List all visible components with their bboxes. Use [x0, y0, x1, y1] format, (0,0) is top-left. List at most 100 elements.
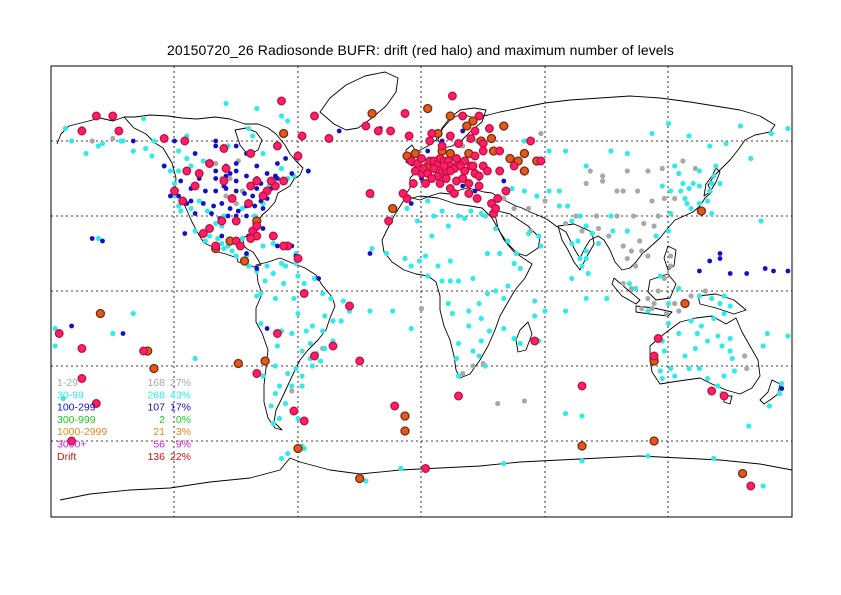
station-3000-drift — [408, 179, 418, 188]
station-30-99 — [303, 328, 309, 334]
station-30-99 — [311, 275, 318, 282]
station-3000-drift — [410, 166, 420, 176]
station-1-29 — [645, 168, 651, 174]
legend-range-label: 100-299 — [57, 402, 96, 414]
station-30-99 — [470, 275, 476, 282]
station-100-299 — [779, 386, 785, 391]
station-1-29 — [213, 160, 219, 167]
station-30-99 — [497, 250, 503, 257]
station-1-29 — [641, 220, 647, 227]
station-1-29 — [511, 205, 517, 212]
station-100-299 — [223, 186, 229, 191]
coastline-sumatra — [611, 277, 641, 305]
station-3000-drift — [435, 179, 445, 188]
station-30-99 — [575, 238, 581, 244]
station-30-99 — [676, 330, 682, 337]
station-30-99 — [476, 300, 482, 307]
station-30-99 — [696, 168, 703, 174]
station-1-29 — [525, 205, 532, 212]
station-30-99 — [556, 203, 563, 209]
station-30-99 — [204, 208, 210, 214]
station-30-99 — [511, 260, 517, 267]
coastline-arabia — [493, 209, 541, 257]
station-30-99 — [254, 293, 260, 299]
station-30-99 — [678, 188, 684, 194]
station-30-99 — [293, 365, 299, 372]
station-100-299 — [244, 213, 249, 219]
station-1000-2999-drift — [233, 358, 243, 369]
station-30-99 — [556, 188, 563, 194]
coastline-south-america — [255, 257, 336, 431]
station-30-99 — [577, 255, 583, 262]
station-30-99 — [680, 180, 686, 187]
station-1000-2999-drift — [355, 473, 365, 484]
station-30-99 — [501, 295, 507, 302]
station-3000-drift — [217, 216, 227, 226]
station-30-99 — [696, 200, 703, 207]
station-30-99 — [661, 348, 668, 354]
station-3000-drift — [454, 139, 463, 148]
station-1000-2999-drift — [519, 148, 530, 159]
station-3000-drift — [445, 166, 455, 176]
station-1-29 — [593, 213, 600, 219]
station-30-99 — [709, 210, 715, 217]
station-30-99 — [320, 328, 326, 334]
station-30-99 — [322, 345, 328, 352]
station-30-99 — [285, 118, 291, 124]
station-3000-drift — [427, 129, 437, 138]
legend-percent: 43% — [170, 389, 191, 401]
station-30-99 — [532, 313, 538, 319]
station-1-29 — [501, 195, 507, 202]
station-30-99 — [369, 245, 375, 252]
station-100-299 — [213, 168, 219, 174]
legend-range-label: 300-999 — [57, 414, 96, 426]
station-100-299 — [233, 188, 239, 194]
station-3000-drift — [719, 391, 729, 401]
station-30-99 — [509, 185, 515, 192]
station-30-99 — [149, 153, 155, 159]
station-30-99 — [130, 148, 136, 154]
station-30-99 — [468, 208, 474, 214]
legend-range-label: Drift — [57, 451, 76, 463]
station-30-99 — [476, 353, 482, 359]
station-30-99 — [478, 210, 484, 217]
station-30-99 — [299, 383, 305, 389]
station-30-99 — [764, 330, 770, 337]
station-30-99 — [657, 368, 663, 374]
station-30-99 — [295, 310, 301, 317]
station-layer — [52, 91, 791, 491]
station-100-299 — [69, 323, 74, 329]
station-3000-drift — [266, 176, 276, 186]
station-3000-drift — [219, 144, 229, 153]
station-30-99 — [291, 295, 297, 302]
station-3000-drift — [478, 139, 488, 148]
station-30-99 — [482, 213, 488, 219]
station-100-299 — [192, 211, 198, 216]
station-30-99 — [435, 263, 441, 269]
station-3000-drift — [279, 241, 289, 251]
station-3000-drift — [439, 161, 449, 171]
station-30-99 — [484, 250, 490, 257]
station-100-299 — [275, 161, 280, 166]
station-30-99 — [694, 330, 700, 337]
station-30-99 — [318, 358, 324, 364]
station-30-99 — [276, 415, 283, 422]
station-30-99 — [151, 138, 157, 144]
station-3000-drift — [139, 346, 149, 356]
station-30-99 — [340, 298, 346, 304]
station-3000-drift — [272, 329, 282, 338]
station-30-99 — [299, 373, 305, 379]
station-30-99 — [398, 465, 404, 472]
station-30-99 — [295, 415, 301, 422]
station-30-99 — [466, 323, 472, 329]
station-1-29 — [620, 188, 626, 194]
station-30-99 — [167, 168, 173, 174]
station-3000-drift — [390, 401, 400, 411]
station-30-99 — [95, 143, 101, 149]
station-3000-drift — [114, 126, 124, 136]
station-3000-drift — [464, 179, 474, 188]
station-30-99 — [682, 195, 688, 202]
station-30-99 — [727, 335, 733, 342]
station-100-299 — [316, 276, 321, 281]
station-30-99 — [711, 455, 717, 462]
